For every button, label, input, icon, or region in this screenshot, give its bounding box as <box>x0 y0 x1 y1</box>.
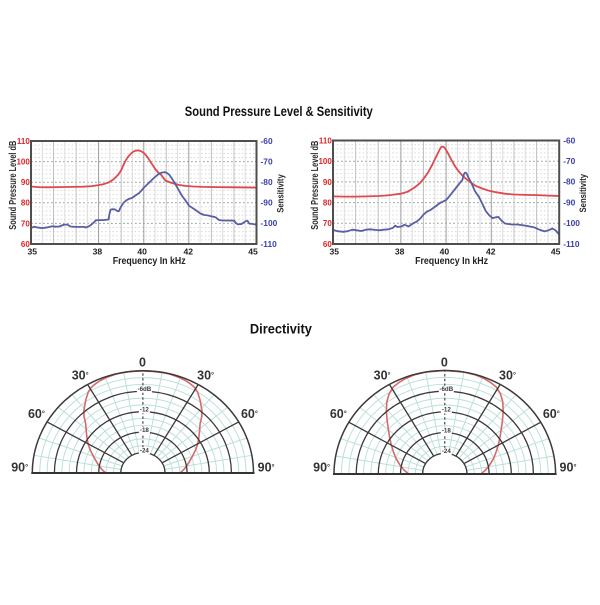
svg-text:30°: 30° <box>197 369 214 383</box>
svg-text:38: 38 <box>395 246 405 256</box>
svg-text:Sensitivity: Sensitivity <box>276 174 287 213</box>
svg-text:60: 60 <box>323 240 332 249</box>
svg-text:Directivity: Directivity <box>250 322 312 337</box>
svg-text:Sensitivity: Sensitivity <box>578 173 589 212</box>
svg-text:90: 90 <box>21 178 30 187</box>
svg-text:60°: 60° <box>28 407 45 421</box>
svg-text:35: 35 <box>330 246 340 256</box>
svg-text:-24: -24 <box>442 448 452 455</box>
svg-text:38: 38 <box>93 246 103 256</box>
svg-text:110: 110 <box>17 137 30 146</box>
svg-text:60°: 60° <box>241 407 258 421</box>
svg-text:42: 42 <box>486 246 496 256</box>
svg-text:30°: 30° <box>374 369 391 383</box>
svg-text:90°: 90° <box>11 461 28 475</box>
svg-text:-18: -18 <box>442 427 452 434</box>
svg-text:80: 80 <box>21 199 30 208</box>
svg-text:90°: 90° <box>258 461 275 475</box>
svg-text:60°: 60° <box>543 407 560 421</box>
svg-text:90: 90 <box>323 178 332 187</box>
svg-text:40: 40 <box>137 246 147 256</box>
svg-text:-70: -70 <box>563 156 575 166</box>
svg-text:-18: -18 <box>140 427 150 434</box>
svg-text:-12: -12 <box>140 407 150 414</box>
svg-text:-60: -60 <box>563 135 575 145</box>
svg-text:35: 35 <box>28 246 38 256</box>
svg-text:-12: -12 <box>442 407 452 414</box>
svg-text:-90: -90 <box>261 198 273 208</box>
svg-text:70: 70 <box>21 219 30 228</box>
svg-text:100: 100 <box>16 158 30 167</box>
svg-text:45: 45 <box>248 246 258 256</box>
svg-text:Frequency In kHz: Frequency In kHz <box>113 256 186 267</box>
svg-text:30°: 30° <box>72 369 89 383</box>
svg-text:0: 0 <box>441 356 448 370</box>
svg-text:-100: -100 <box>563 218 580 228</box>
svg-text:90°: 90° <box>560 461 577 475</box>
svg-text:Frequency In kHz: Frequency In kHz <box>415 256 488 267</box>
svg-text:45: 45 <box>551 246 561 256</box>
svg-text:-90: -90 <box>563 197 575 207</box>
svg-text:-80: -80 <box>563 177 575 187</box>
svg-text:42: 42 <box>184 246 194 256</box>
svg-text:-24: -24 <box>140 447 150 454</box>
svg-text:110: 110 <box>319 136 332 145</box>
svg-text:-60: -60 <box>261 136 273 146</box>
svg-text:-110: -110 <box>563 239 580 249</box>
svg-text:60: 60 <box>21 240 30 249</box>
svg-text:80: 80 <box>323 199 332 208</box>
svg-text:40: 40 <box>440 246 450 256</box>
svg-text:70: 70 <box>323 219 332 228</box>
svg-text:90°: 90° <box>313 461 330 475</box>
svg-text:Sound Pressure Level dB: Sound Pressure Level dB <box>8 141 19 230</box>
svg-text:100: 100 <box>318 157 332 166</box>
svg-text:-6dB: -6dB <box>138 386 152 393</box>
svg-text:-80: -80 <box>261 177 273 187</box>
svg-text:60°: 60° <box>330 407 347 421</box>
svg-text:-6dB: -6dB <box>439 386 453 393</box>
svg-text:-100: -100 <box>261 218 278 228</box>
svg-text:Sound Pressure Level dB: Sound Pressure Level dB <box>310 141 321 230</box>
svg-text:0: 0 <box>139 356 146 370</box>
svg-text:-110: -110 <box>261 239 278 249</box>
svg-text:30°: 30° <box>499 369 516 383</box>
svg-text:-70: -70 <box>261 156 273 166</box>
svg-text:Sound Pressure Level & Sensiti: Sound Pressure Level & Sensitivity <box>185 104 373 119</box>
